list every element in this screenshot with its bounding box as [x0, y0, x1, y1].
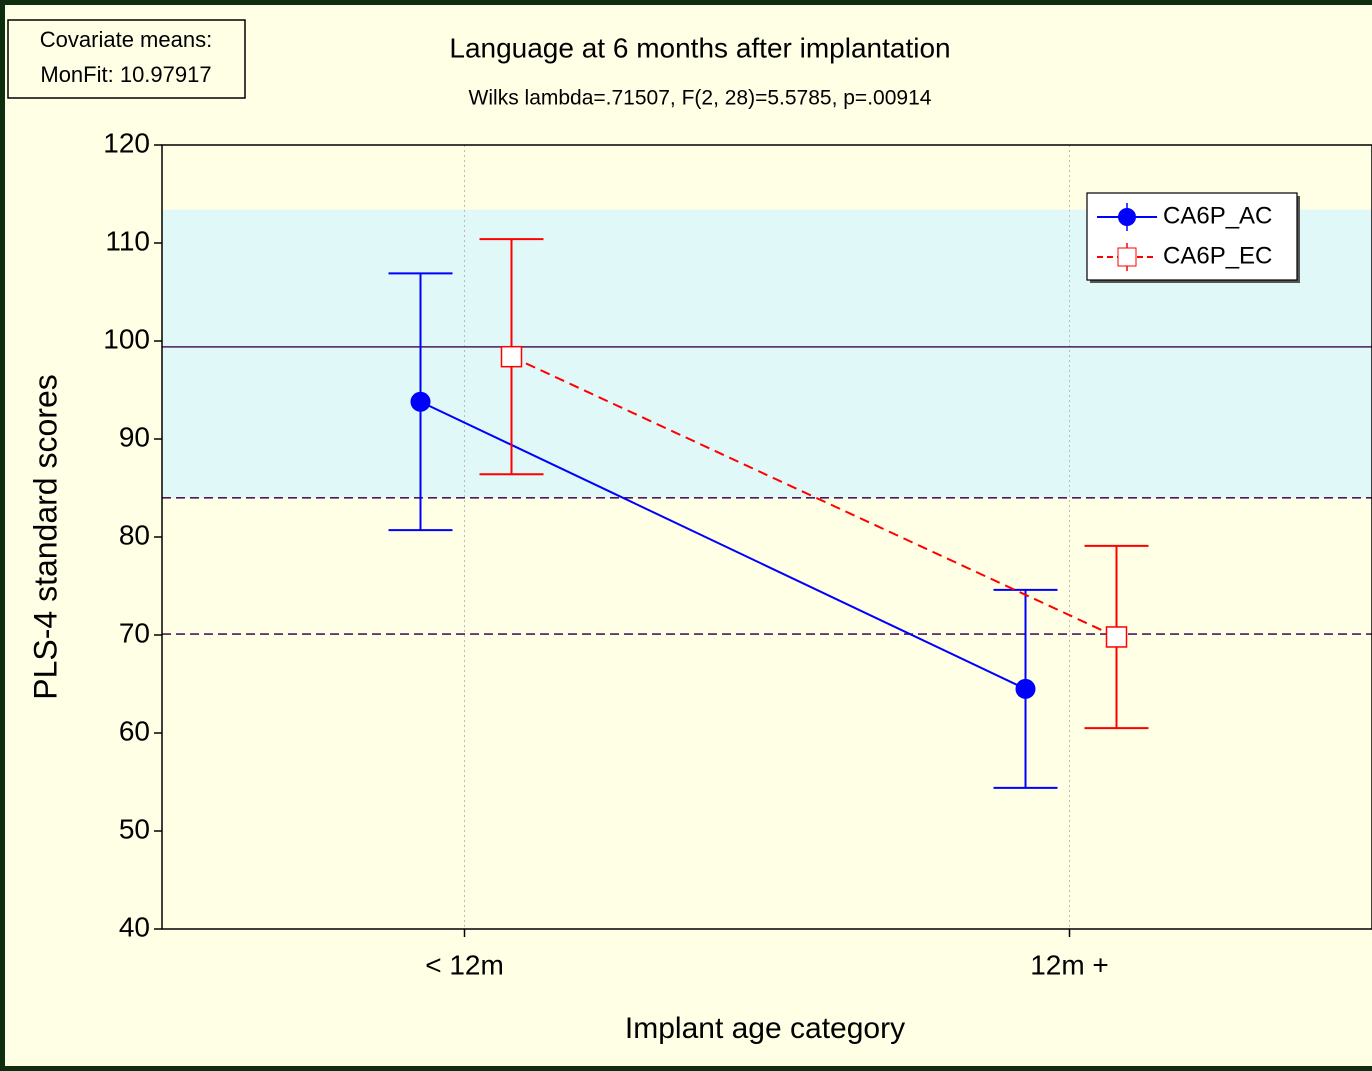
y-tick-label: 70: [119, 617, 150, 648]
y-tick-label: 80: [119, 519, 150, 550]
y-axis-label: PLS-4 standard scores: [27, 374, 63, 700]
y-tick-label: 110: [105, 225, 150, 256]
point: [1105, 626, 1128, 648]
y-tick-label: 60: [119, 715, 150, 746]
point: [500, 345, 523, 368]
chart-subtitle: Wilks lambda=.71507, F(2, 28)=5.5785, p=…: [469, 87, 932, 110]
legend-label: CA6P_AC: [1163, 202, 1272, 229]
y-tick-label: 120: [103, 127, 150, 158]
y-tick-label: 50: [119, 813, 150, 844]
series-line: [420, 400, 1026, 690]
note-line: Covariate means:: [40, 27, 212, 52]
background: [5, 5, 1372, 1066]
point: [410, 391, 431, 412]
note-line: MonFit: 10.97917: [40, 62, 211, 87]
chart-title: Language at 6 months after implantation: [449, 32, 950, 63]
y-tick-label: 90: [119, 421, 150, 452]
y-tick-label: 100: [103, 323, 150, 354]
legend-label: CA6P_EC: [1163, 242, 1272, 269]
plot-frame: [161, 144, 1372, 930]
legend-marker: [1117, 247, 1137, 267]
y-tick-label: 40: [119, 911, 150, 942]
x-tick-label: < 12m: [425, 949, 504, 980]
point: [1015, 678, 1036, 699]
x-tick-label: 12m +: [1030, 949, 1109, 980]
legend-marker: [1118, 208, 1136, 226]
x-axis-label: Implant age category: [625, 1012, 905, 1045]
note-box: [7, 19, 246, 99]
